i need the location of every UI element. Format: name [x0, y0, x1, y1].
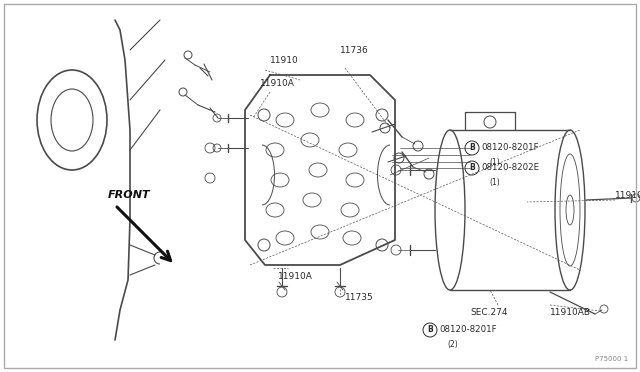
Text: 11736: 11736: [340, 46, 369, 55]
Text: SEC.274: SEC.274: [470, 308, 508, 317]
Text: 11735: 11735: [345, 293, 374, 302]
Text: (1): (1): [489, 158, 500, 167]
Text: 08120-8201F: 08120-8201F: [481, 144, 539, 153]
Text: B: B: [469, 144, 475, 153]
Text: 11910A: 11910A: [260, 79, 295, 88]
Text: (1): (1): [489, 178, 500, 187]
Text: 08120-8202E: 08120-8202E: [481, 164, 539, 173]
Text: 11910AB: 11910AB: [550, 308, 591, 317]
Text: B: B: [469, 164, 475, 173]
Text: 11910AA: 11910AA: [615, 190, 640, 199]
Text: 08120-8201F: 08120-8201F: [439, 326, 497, 334]
Text: (2): (2): [447, 340, 458, 349]
Text: P75000 1: P75000 1: [595, 356, 628, 362]
Text: B: B: [427, 326, 433, 334]
Text: 11910A: 11910A: [278, 272, 313, 281]
Text: 11910: 11910: [270, 56, 299, 65]
Text: FRONT: FRONT: [108, 190, 150, 200]
